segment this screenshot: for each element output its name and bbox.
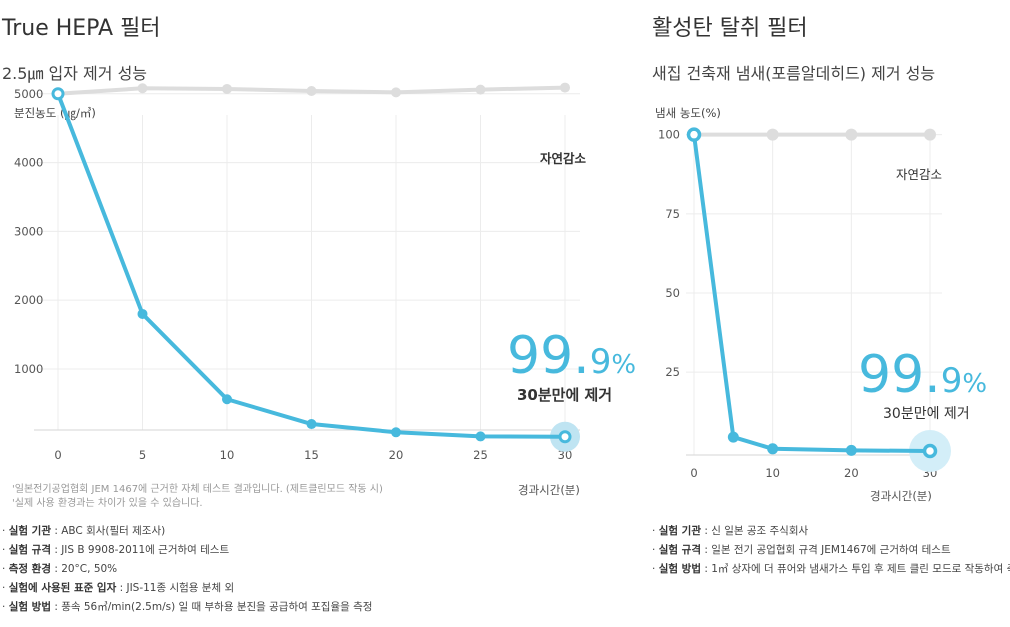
left-y-tick-label: 3000 bbox=[14, 224, 43, 238]
left-natural-label: 자연감소 bbox=[540, 151, 587, 166]
right-big-percent: 99.9% bbox=[858, 345, 987, 405]
left-natural-point bbox=[560, 82, 570, 93]
right-series bbox=[686, 127, 951, 473]
right-main-point bbox=[845, 444, 857, 456]
left-note-2: '실제 사용 환경과는 차이가 있을 수 있습니다. bbox=[12, 498, 203, 509]
right-natural-point bbox=[924, 128, 936, 141]
left-natural-point bbox=[306, 86, 317, 97]
right-title: 활성탄 탈취 필터 bbox=[652, 16, 808, 41]
right-natural-point bbox=[766, 128, 779, 141]
left-series bbox=[51, 82, 580, 452]
right-x-axis-label: 경과시간(분) bbox=[870, 489, 932, 503]
left-big-percent: 99.9% bbox=[507, 326, 636, 386]
right-x-tick-label: 20 bbox=[844, 466, 859, 480]
left-x-tick-label: 20 bbox=[389, 448, 404, 462]
left-main-point bbox=[222, 394, 232, 405]
left-big-caption: 30분만에 제거 bbox=[517, 386, 612, 404]
left-info-item: · 실험 규격 : JIS B 9908-2011에 근거하여 테스트 bbox=[2, 544, 230, 556]
right-natural-point bbox=[845, 128, 858, 141]
right-info-item: · 실험 규격 : 일본 전기 공업협회 규격 JEM1467에 근거하여 테스… bbox=[652, 544, 951, 556]
right-y-tick-label: 50 bbox=[665, 286, 680, 300]
right-x-ticks: 0 10 20 30 bbox=[690, 466, 937, 480]
right-y-tick-label: 75 bbox=[665, 207, 680, 221]
right-info-item: · 실험 방법 : 1㎥ 상자에 더 퓨어와 냄새가스 투입 후 제트 클린 모… bbox=[652, 563, 1010, 575]
left-title: True HEPA 필터 bbox=[2, 16, 161, 41]
right-main-point bbox=[922, 443, 938, 459]
right-main-point bbox=[686, 127, 702, 142]
right-subtitle: 새집 건축재 냄새(포름알데히드) 제거 성능 bbox=[652, 64, 936, 83]
left-main-point bbox=[391, 427, 401, 438]
left-natural-point bbox=[391, 87, 401, 98]
left-x-tick-label: 0 bbox=[54, 448, 61, 462]
left-natural-point bbox=[137, 83, 148, 94]
right-main-point bbox=[727, 431, 739, 443]
right-x-tick-label: 0 bbox=[690, 466, 697, 480]
left-natural-point bbox=[222, 83, 232, 94]
left-x-tick-label: 30 bbox=[558, 448, 573, 462]
left-main-point bbox=[306, 419, 317, 430]
left-x-ticks: 0 5 10 15 20 25 30 bbox=[54, 448, 572, 462]
right-y-axis-label: 냄새 농도(%) bbox=[655, 106, 721, 120]
left-info-item: · 실험 방법 : 풍속 56㎥/min(2.5m/s) 일 때 부하용 분진을… bbox=[2, 601, 373, 613]
left-notes: '일본전기공업협회 JEM 1467에 근거한 자체 테스트 결과입니다. (제… bbox=[12, 483, 383, 511]
left-main-point bbox=[137, 308, 148, 319]
left-subtitle: 2.5㎛ 입자 제거 성능 bbox=[2, 64, 148, 83]
right-natural-label: 자연감소 bbox=[896, 167, 942, 182]
left-main-point bbox=[558, 430, 572, 444]
left-y-tick-label: 4000 bbox=[14, 156, 43, 170]
left-natural-point bbox=[475, 84, 486, 95]
right-info-item: · 실험 기관 : 신 일본 공조 주식회사 bbox=[652, 525, 809, 537]
left-info-item: · 측정 환경 : 20°C, 50% bbox=[2, 563, 118, 575]
right-y-tick-label: 100 bbox=[658, 128, 680, 142]
left-chart-grid bbox=[34, 93, 580, 430]
left-y-ticks: 1000 2000 3000 4000 5000 bbox=[14, 87, 43, 376]
right-info-list: · 실험 기관 : 신 일본 공조 주식회사 · 실험 규격 : 일본 전기 공… bbox=[652, 522, 1010, 579]
left-main-point bbox=[51, 87, 65, 101]
left-x-tick-label: 5 bbox=[139, 448, 146, 462]
right-y-tick-label: 25 bbox=[665, 365, 680, 379]
left-x-axis-label: 경과시간(분) bbox=[518, 483, 580, 497]
left-x-tick-label: 10 bbox=[220, 448, 235, 462]
left-y-axis-label: 분진농도 (㎍/㎥) bbox=[14, 106, 96, 120]
left-note-1: '일본전기공업협회 JEM 1467에 근거한 자체 테스트 결과입니다. (제… bbox=[12, 484, 383, 495]
left-main-point bbox=[475, 431, 486, 442]
left-y-tick-label: 5000 bbox=[14, 87, 43, 101]
left-y-tick-label: 2000 bbox=[14, 293, 43, 307]
right-x-tick-label: 10 bbox=[765, 466, 780, 480]
right-main-point bbox=[767, 443, 779, 455]
left-info-item: · 실험 기관 : ABC 회사(필터 제조사) bbox=[2, 525, 166, 537]
left-x-tick-label: 25 bbox=[473, 448, 488, 462]
right-big-caption: 30분만에 제거 bbox=[883, 406, 970, 422]
left-info-item: · 실험에 사용된 표준 입자 : JIS-11종 시험용 분체 외 bbox=[2, 582, 235, 594]
right-y-ticks: 25 50 75 100 bbox=[658, 128, 680, 379]
left-x-tick-label: 15 bbox=[304, 448, 319, 462]
left-y-tick-label: 1000 bbox=[14, 362, 43, 376]
left-info-list: · 실험 기관 : ABC 회사(필터 제조사) · 실험 규격 : JIS B… bbox=[2, 522, 372, 617]
